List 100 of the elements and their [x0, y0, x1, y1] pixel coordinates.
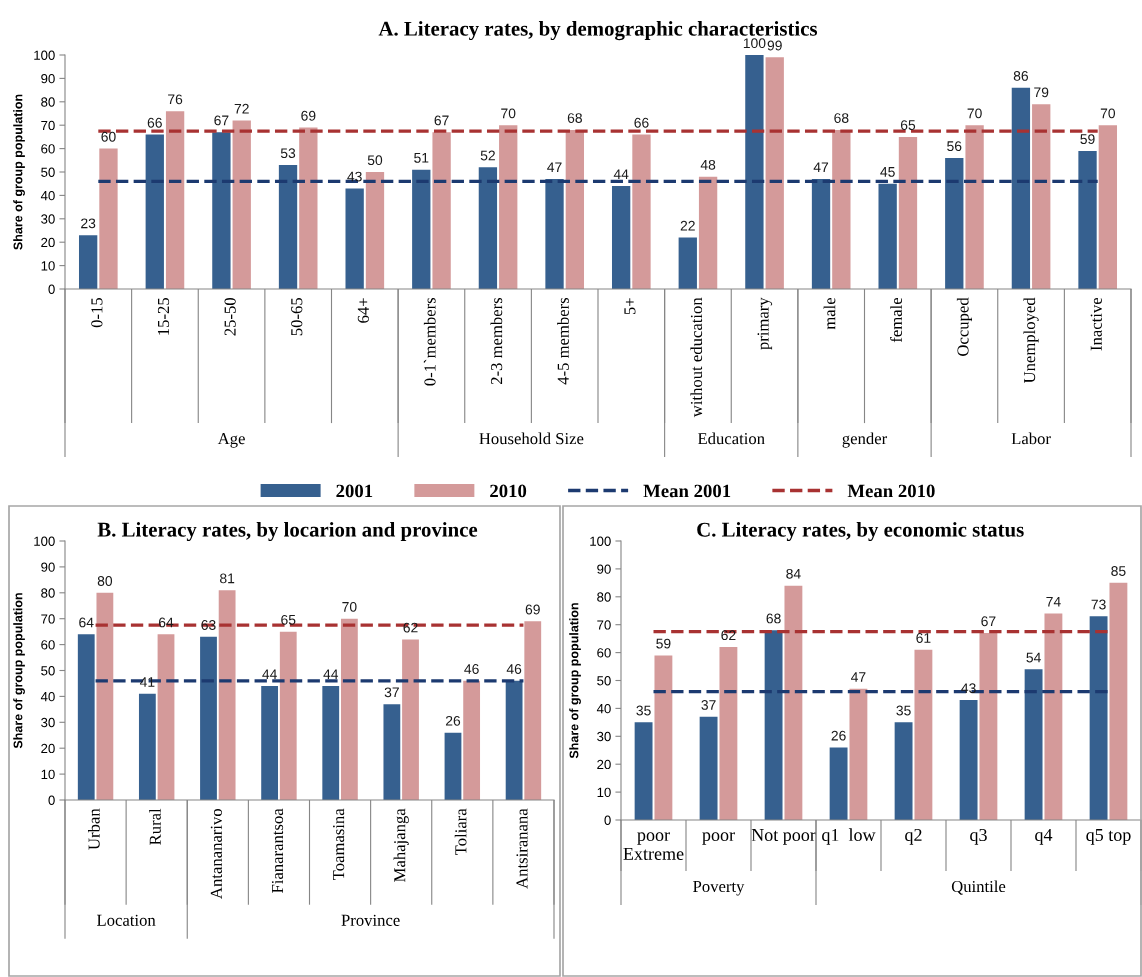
data-label: 63 — [201, 620, 216, 630]
data-label: 70 — [967, 108, 982, 119]
x-tick-label: 4-5 members — [557, 297, 569, 385]
data-label: 59 — [1080, 134, 1095, 145]
data-label: 53 — [280, 148, 296, 159]
bar — [719, 647, 738, 820]
bar — [200, 636, 217, 800]
bar — [145, 134, 164, 289]
bar — [632, 134, 651, 289]
bar — [654, 655, 673, 820]
x-tick-label: without education — [690, 297, 703, 418]
x-tick-label: q4 — [1035, 828, 1053, 845]
data-label: 62 — [721, 630, 736, 641]
x-tick-label: q1 low — [822, 828, 876, 845]
y-tick-label: 20 — [41, 237, 55, 248]
x-tick-label: 15-25 — [157, 297, 170, 335]
data-label: 81 — [220, 573, 235, 584]
bar — [78, 235, 98, 289]
chart-title: B. Literacy rates, by locarion and province — [97, 522, 478, 541]
bar — [699, 716, 718, 820]
x-tick-label: Fianarantsoa — [271, 808, 284, 894]
data-label: 52 — [480, 150, 495, 161]
bar — [340, 618, 358, 800]
x-tick-label: Toamasina — [333, 808, 345, 880]
y-tick-label: 80 — [597, 592, 611, 602]
bar — [212, 132, 231, 289]
bar — [634, 722, 653, 820]
data-label: 74 — [1046, 596, 1061, 607]
y-tick-label: 90 — [41, 73, 55, 84]
bar — [849, 688, 868, 820]
bar — [678, 237, 697, 289]
bar — [505, 680, 523, 800]
data-label: 50 — [367, 155, 383, 166]
data-label: 59 — [656, 638, 671, 649]
data-label: 22 — [680, 220, 695, 231]
y-tick-label: 90 — [41, 562, 55, 572]
data-label: 46 — [464, 664, 479, 674]
bar — [832, 129, 851, 289]
y-tick-label: 30 — [41, 717, 55, 728]
bar — [365, 172, 385, 289]
x-tick-label: poor Extreme — [623, 832, 684, 860]
bar — [764, 630, 783, 820]
bar — [965, 125, 984, 289]
x-tick-label: Inactive — [1090, 297, 1102, 351]
x-tick-label: Antsiranana — [516, 808, 528, 889]
bar — [784, 585, 803, 820]
bar — [979, 633, 998, 820]
bar — [463, 680, 481, 800]
y-tick-label: 70 — [597, 620, 611, 630]
bar — [1044, 613, 1063, 820]
data-label: 80 — [97, 576, 113, 586]
bar — [745, 55, 764, 289]
data-label: 85 — [1111, 566, 1126, 576]
data-label: 26 — [831, 730, 846, 741]
data-label: 84 — [786, 568, 801, 579]
bar — [412, 169, 431, 289]
x-tick-label: 50-65 — [291, 297, 303, 336]
bar — [432, 132, 451, 289]
bar — [945, 157, 964, 289]
x-tick-label: Not poor — [751, 829, 816, 845]
data-label: 69 — [301, 110, 316, 121]
y-axis-title: Share of group population — [569, 603, 581, 759]
bar — [157, 634, 175, 800]
x-tick-label: 2-3 members — [490, 297, 503, 385]
data-label: 48 — [700, 159, 716, 170]
x-tick-label: q3 — [970, 828, 987, 845]
y-tick-label: 60 — [41, 144, 55, 154]
bar — [545, 179, 564, 289]
data-label: 47 — [851, 672, 866, 682]
x-tick-label: 5+ — [624, 298, 636, 315]
bar — [524, 621, 542, 800]
y-tick-label: 100 — [590, 536, 611, 546]
bar — [894, 722, 913, 820]
data-label: 45 — [880, 167, 895, 177]
y-axis-title: Share of group population — [13, 94, 25, 250]
data-label: 72 — [234, 103, 249, 114]
y-tick-label: 80 — [41, 588, 55, 598]
text: Household Size — [479, 432, 584, 445]
bar — [1011, 87, 1031, 289]
x-tick-label: q2 — [905, 828, 922, 845]
bar — [299, 127, 318, 289]
data-label: 64 — [79, 617, 94, 628]
data-label: 70 — [1100, 108, 1116, 119]
data-label: 47 — [547, 162, 562, 172]
legend-label: 2010 — [490, 484, 527, 498]
bar — [165, 111, 185, 289]
bar — [898, 136, 918, 289]
data-label: 35 — [896, 705, 911, 716]
bar — [232, 120, 251, 289]
data-label: 68 — [766, 613, 781, 624]
bar — [444, 732, 462, 800]
y-tick-label: 70 — [41, 120, 55, 131]
y-tick-label: 30 — [41, 214, 55, 224]
legend-label: Mean 2010 — [847, 484, 935, 498]
y-tick-label: 20 — [41, 743, 55, 754]
bar — [322, 686, 340, 800]
data-label: 44 — [613, 169, 629, 179]
y-axis-title: Share of group population — [13, 593, 25, 749]
y-tick-label: 0 — [48, 284, 55, 294]
data-label: 66 — [147, 117, 162, 128]
